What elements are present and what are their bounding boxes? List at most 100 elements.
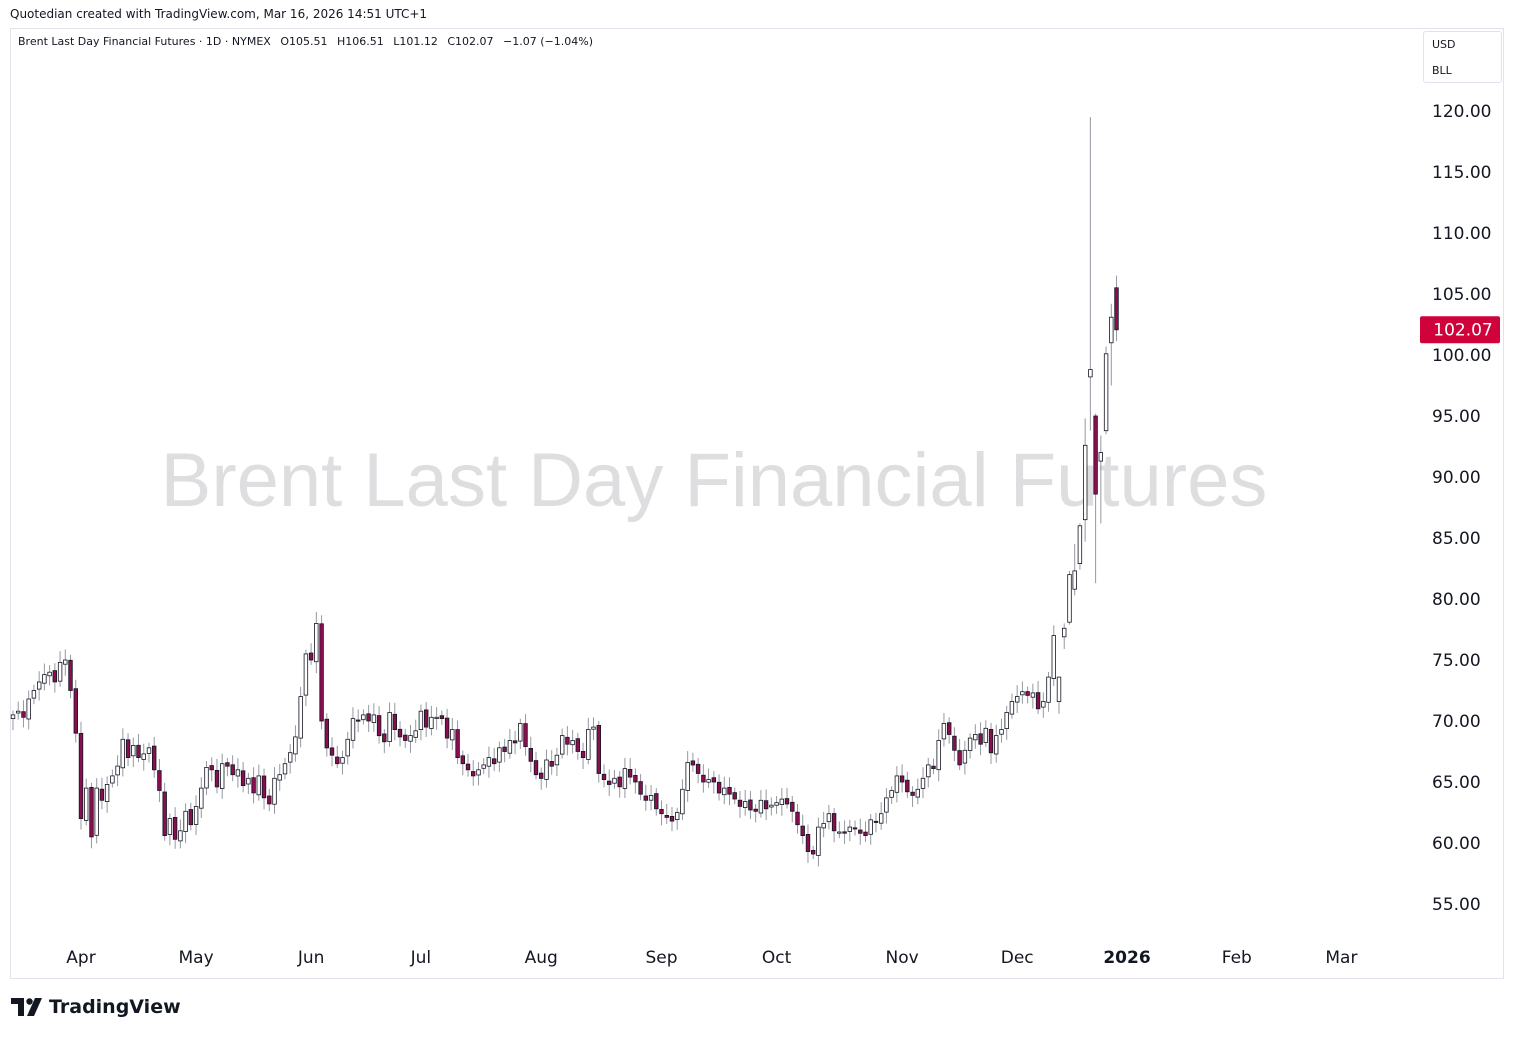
candle-body [277,774,282,781]
candle-body [654,793,659,810]
candle-body [308,652,314,661]
scale-selector[interactable]: USD BLL [1423,31,1502,83]
candle-body [267,795,272,805]
time-tick-label: 2026 [1103,948,1150,968]
candle-body [926,764,931,778]
candle-body [418,710,424,731]
candle-body [387,712,392,743]
candle-body [784,798,790,805]
candle-body [99,788,105,801]
candle-body [141,753,146,760]
currency-label[interactable]: USD [1432,38,1456,51]
candle-body [240,770,246,786]
candle-body [931,765,936,770]
candle-body [392,713,397,730]
candle-body [444,717,450,739]
candle-body [560,735,565,755]
candle-body [376,715,382,737]
candle-body [282,763,288,775]
candle-body [439,715,445,720]
candle-body [15,710,21,714]
candle-body [110,775,115,784]
price-tick-label: 55.00 [1432,895,1481,915]
time-tick-label: May [179,948,214,968]
candle-body [659,809,664,815]
candle-body [1015,696,1020,703]
footer-brand[interactable]: TradingView [11,996,181,1018]
candle-body [821,823,826,829]
candle-body [491,758,497,765]
candle-body [852,827,858,830]
legend-low: L101.12 [393,35,438,48]
candle-body [413,730,418,738]
candle-body [591,726,596,730]
candle-body [607,780,612,785]
candle-body [47,671,52,677]
candle-body [638,781,643,795]
candle-body [188,809,193,826]
candle-body [947,722,952,735]
time-axis[interactable]: Apr May Jun Jul Aug Sep Oct Nov Dec 2026 Feb Mar [66,948,1357,968]
candle-body [973,734,978,741]
candle-body [345,738,350,757]
candle-body [303,653,309,696]
candle-body [1083,444,1088,521]
candle-body [910,791,915,796]
candle-body [737,799,743,807]
candle-body [811,850,816,855]
candle-body [403,734,408,741]
candle-body [627,769,633,778]
candle-body [1056,676,1062,702]
candle-body [936,740,941,771]
price-tick-label: 115.00 [1432,163,1491,183]
candle-body [235,769,241,777]
candle-body [1009,701,1015,715]
candle-body [743,801,748,808]
candle-body [873,820,879,823]
candle-body [706,779,711,783]
candle-body [219,763,225,789]
candle-body [1072,570,1077,590]
candle-body [716,781,722,794]
candle-body [868,819,873,835]
candle-body [52,670,57,683]
price-tick-label: 110.00 [1432,224,1491,244]
candle-body [795,811,800,826]
candle-body [151,745,157,771]
price-tick-label: 105.00 [1432,285,1491,305]
candle-body [115,765,120,776]
candle-body [539,772,544,779]
candle-body [131,745,136,757]
legend-close: C102.07 [447,35,494,48]
candle-body [497,747,502,763]
candle-body [434,716,439,719]
candle-body [523,723,528,747]
candle-body [1041,701,1046,708]
candle-body [842,831,847,834]
candle-body [408,735,413,742]
candle-body [565,736,570,745]
candle-body [460,755,465,765]
candle-body [863,831,868,836]
candle-body [826,813,832,823]
candle-body [586,729,591,760]
unit-label[interactable]: BLL [1432,64,1452,77]
candle-body [68,659,73,691]
candle-body [178,830,183,842]
candle-body [1062,627,1067,638]
candle-body [732,792,737,800]
candle-body [37,681,42,690]
time-tick-label: Nov [886,948,919,968]
candle-body [905,779,910,793]
candle-body [664,815,669,818]
chart-frame [10,28,1504,979]
candle-body [486,757,492,767]
price-axis[interactable]: 120.00 115.00 110.00 105.00 100.00 95.00 90.00… [1432,102,1491,915]
candle-body [816,826,821,856]
candle-body [136,744,141,758]
candle-body [633,775,638,783]
candle-body [889,790,894,798]
candle-body [502,746,507,752]
candle-body [335,756,340,765]
